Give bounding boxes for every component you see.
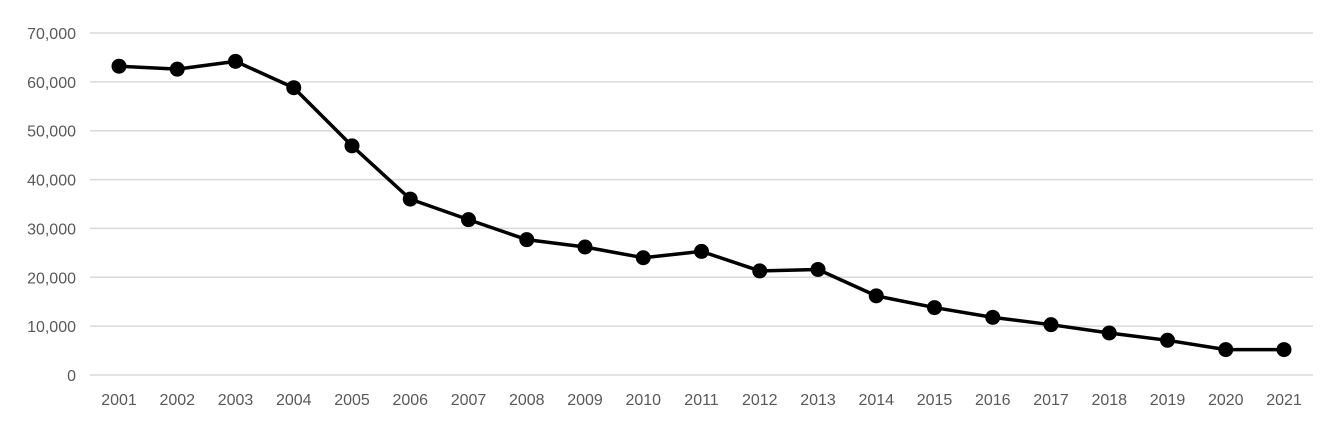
y-tick-label: 50,000 — [27, 124, 76, 141]
data-point — [402, 191, 418, 207]
data-point — [519, 232, 535, 248]
x-tick-label: 2002 — [159, 392, 195, 409]
x-tick-label: 2006 — [392, 392, 428, 409]
x-tick-label: 2003 — [218, 392, 254, 409]
x-tick-label: 2010 — [625, 392, 661, 409]
data-point — [810, 261, 826, 277]
data-point — [1276, 342, 1292, 358]
x-tick-label: 2017 — [1033, 392, 1069, 409]
x-tick-label: 2019 — [1150, 392, 1186, 409]
data-point — [461, 212, 476, 228]
data-point — [1101, 325, 1117, 341]
x-tick-label: 2020 — [1208, 392, 1244, 409]
y-tick-label: 20,000 — [27, 270, 76, 287]
data-point — [694, 243, 709, 259]
x-tick-label: 2011 — [684, 392, 719, 409]
data-point — [577, 239, 593, 255]
x-tick-label: 2013 — [800, 392, 836, 409]
data-point — [635, 250, 651, 266]
x-tick-label: 2018 — [1091, 392, 1127, 409]
x-tick-label: 2021 — [1266, 392, 1302, 409]
x-tick-label: 2004 — [276, 392, 312, 409]
data-point — [228, 53, 243, 69]
x-tick-label: 2012 — [742, 392, 778, 409]
data-point — [169, 61, 185, 77]
data-point — [344, 138, 360, 154]
data-point — [1218, 342, 1234, 358]
data-point — [752, 263, 768, 279]
x-tick-label: 2008 — [509, 392, 545, 409]
data-point — [1043, 317, 1059, 333]
data-point — [985, 309, 1001, 325]
x-tick-label: 2005 — [334, 392, 370, 409]
y-tick-label: 60,000 — [27, 75, 76, 92]
x-tick-label: 2009 — [567, 392, 603, 409]
gridlines — [90, 32, 1313, 376]
y-tick-label: 0 — [67, 368, 76, 385]
series-layer — [111, 53, 1292, 358]
x-tick-label: 2001 — [101, 392, 137, 409]
data-point — [868, 288, 884, 304]
x-tick-label: 2007 — [451, 392, 487, 409]
y-tick-label: 70,000 — [27, 26, 76, 43]
y-tick-label: 30,000 — [27, 221, 76, 238]
y-tick-label: 10,000 — [27, 319, 76, 336]
x-tick-label: 2016 — [975, 392, 1011, 409]
x-axis-ticks: 2001 2002 2003 2004 2005 2006 2007 2008 2009 2010… — [101, 392, 1302, 409]
x-tick-label: 2015 — [917, 392, 953, 409]
data-point — [286, 80, 302, 96]
data-point — [1160, 332, 1175, 348]
series-line — [117, 59, 1286, 352]
x-tick-label: 2014 — [858, 392, 894, 409]
data-point — [111, 58, 127, 74]
y-tick-label: 40,000 — [27, 173, 76, 190]
y-axis-ticks: 0 10,000 20,000 30,000 40,000 50,000 60,000 70,… — [27, 26, 76, 385]
data-point — [927, 300, 942, 316]
